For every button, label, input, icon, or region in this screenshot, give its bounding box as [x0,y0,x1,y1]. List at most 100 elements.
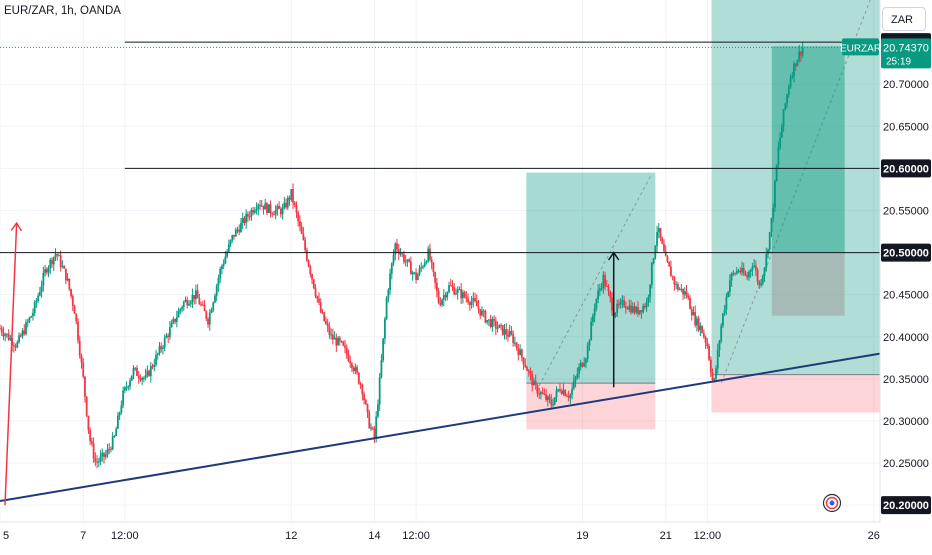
candle-body [657,228,660,233]
candle [446,291,449,301]
candle [576,367,579,380]
candle [513,336,516,347]
candle [130,375,133,381]
candle [4,332,7,342]
candle-body [723,309,726,314]
candle-body [534,380,537,385]
candle-body [529,371,532,375]
candle [234,227,237,237]
candle [449,278,452,287]
candle-body [598,288,601,291]
candle-body [409,261,412,275]
candle-body [134,367,137,369]
candle [174,318,176,325]
candle [690,306,693,321]
candle [373,426,376,444]
symbol-title[interactable]: EUR/ZAR, 1h, OANDA [4,5,121,17]
candle [248,211,251,221]
candle-body [167,335,170,337]
candle [468,300,471,311]
candle-body [513,342,516,344]
candle [61,260,64,269]
candle-body [64,268,67,281]
candle-body [481,310,483,316]
candle [536,383,539,398]
candle [735,267,738,275]
candle [456,286,459,300]
candle-body [238,229,241,233]
candle-body [439,302,442,305]
candle [110,446,112,453]
candle-body [727,292,730,297]
candle-body [84,376,86,397]
candle [58,253,60,257]
candle [616,299,619,318]
level-label-bg [881,496,931,515]
candle [418,264,421,277]
x-tick-label: 12:00 [111,530,139,542]
candle [557,388,560,393]
candle-body [125,387,128,389]
candle [560,388,563,395]
arrow-head [10,221,23,232]
candle-body [144,374,147,378]
candle [12,342,15,353]
candle [777,141,780,170]
candle-body [732,273,735,275]
candle [526,365,528,371]
candle-body [553,397,556,405]
candle-body [737,270,740,272]
candle-body [560,390,563,394]
candle-body [158,346,161,354]
candle [288,195,291,206]
candle [467,293,469,305]
candle-body [394,243,397,255]
candle-body [288,197,291,200]
candle [123,386,126,394]
candle [309,264,312,278]
candle [746,271,749,281]
candle-body [753,265,756,267]
candle-body [247,213,249,217]
candle [116,412,119,429]
candle [673,275,676,291]
candle [314,284,317,299]
candle [630,299,632,315]
candle-body [342,341,345,346]
candle [687,293,690,301]
candle [390,262,393,280]
candle-body [503,329,506,335]
candle [80,353,83,369]
candle-body [97,461,100,463]
candle-body [80,355,83,363]
candle [702,329,705,339]
candle [307,259,310,268]
candle [226,248,229,259]
candle [318,292,320,306]
candle [592,313,594,326]
candle-body [330,334,333,336]
candle [16,340,19,349]
candle-body [541,392,544,394]
candle-body [430,259,433,263]
currency-button[interactable]: ZAR [882,7,926,31]
candle-body [728,280,731,293]
candle-body [110,448,112,450]
candle-body [451,285,454,288]
candle [260,200,263,207]
candle-body [219,269,222,279]
candle-body [333,337,336,340]
candle-body [756,270,759,282]
y-tick-label: 20.70000 [883,79,929,91]
candle [210,307,213,314]
candle [493,315,495,327]
candle [281,203,284,220]
candle [748,270,750,281]
candle [486,319,489,325]
candle-body [297,212,300,222]
candle-body [377,404,379,417]
candle-body [257,204,260,209]
candle-body [673,277,676,285]
